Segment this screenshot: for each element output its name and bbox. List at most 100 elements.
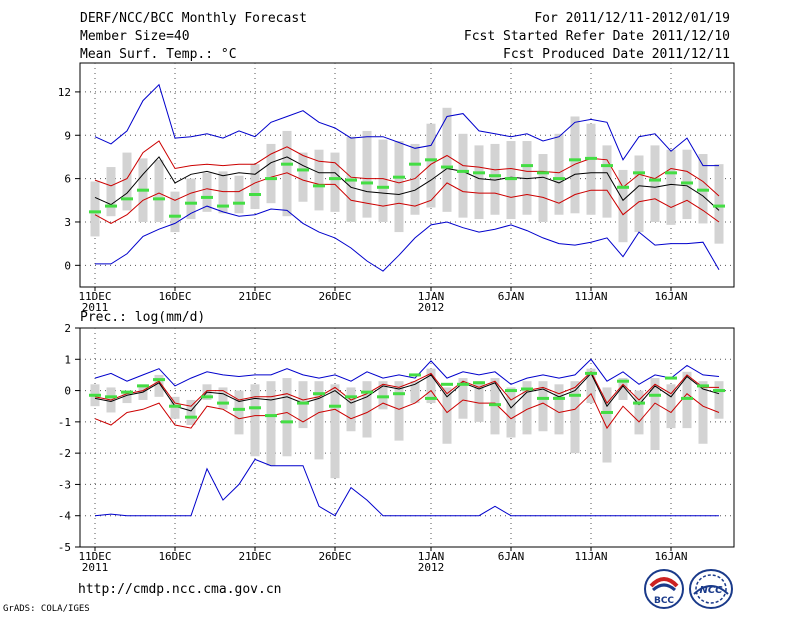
ensemble-spread-box xyxy=(234,390,244,435)
x-tick-label: 11JAN xyxy=(574,290,607,303)
series-line-upper xyxy=(94,370,719,407)
series-line-ensemble-mean xyxy=(94,372,720,412)
ensemble-spread-box xyxy=(314,149,324,211)
panel2-variable-label: Prec.: log(mm/d) xyxy=(80,310,205,325)
series-line-minimum xyxy=(95,205,720,272)
x-tick-label: 6JAN xyxy=(498,550,525,563)
source-url[interactable]: http://cmdp.ncc.cma.gov.cn xyxy=(78,582,282,597)
ensemble-spread-box xyxy=(266,381,276,466)
ensemble-spread-box xyxy=(586,368,596,404)
ensemble-spread-box xyxy=(378,139,388,222)
ensemble-spread-box xyxy=(634,390,644,435)
ensemble-spread-box xyxy=(298,381,308,429)
ensemble-spread-box xyxy=(122,152,132,211)
ensemble-spread-box xyxy=(234,175,244,214)
x-tick-year-label: 2011 xyxy=(82,561,109,574)
ensemble-spread-box xyxy=(106,167,116,217)
y-tick-label: -4 xyxy=(58,510,72,523)
ensemble-spread-box xyxy=(250,384,260,457)
ensemble-spread-box xyxy=(490,378,500,435)
series-line-maximum xyxy=(94,83,719,167)
x-tick-label: 21DEC xyxy=(238,290,271,303)
x-tick-label: 16JAN xyxy=(654,290,687,303)
ensemble-spread-box xyxy=(618,378,628,400)
ensemble-spread-box xyxy=(122,390,132,404)
y-tick-label: -3 xyxy=(58,478,71,491)
ensemble-spread-box xyxy=(682,371,692,429)
x-tick-label: 16DEC xyxy=(158,290,191,303)
series-line-ensemble-mean xyxy=(94,156,720,211)
ensemble-spread-box xyxy=(346,387,356,432)
ensemble-spread-box xyxy=(410,143,420,215)
x-tick-label: 26DEC xyxy=(318,290,351,303)
ncc-logo-text: NCC xyxy=(699,585,723,596)
ensemble-spread-box xyxy=(650,145,660,222)
ensemble-spread-box xyxy=(698,381,708,444)
x-tick-year-label: 2011 xyxy=(82,301,109,314)
ensemble-spread-box xyxy=(394,381,404,441)
ensemble-spread-box xyxy=(170,191,180,233)
y-tick-label: 6 xyxy=(64,173,71,186)
ensemble-spread-box xyxy=(442,387,452,444)
x-tick-label: 11DEC xyxy=(78,550,111,563)
ensemble-spread-box xyxy=(522,381,532,435)
ensemble-spread-box xyxy=(186,178,196,220)
y-tick-label: -2 xyxy=(58,447,71,460)
x-tick-year-label: 2012 xyxy=(418,561,445,574)
y-tick-label: -5 xyxy=(58,541,71,554)
y-tick-label: 2 xyxy=(64,322,71,335)
ensemble-spread-box xyxy=(186,399,196,425)
ensemble-spread-box xyxy=(330,384,340,479)
fcst-started-date: Fcst Started Refer Date 2011/12/10 xyxy=(463,29,730,44)
ensemble-spread-box xyxy=(634,155,644,233)
ensemble-spread-box xyxy=(330,152,340,212)
ensemble-spread-box xyxy=(362,381,372,438)
x-tick-year-label: 2012 xyxy=(418,301,445,314)
series-line-upper xyxy=(94,140,720,197)
ensemble-spread-box xyxy=(378,381,388,410)
ensemble-spread-box xyxy=(666,149,676,225)
ensemble-spread-box xyxy=(458,133,468,218)
bcc-logo-text: BCC xyxy=(654,596,674,606)
ensemble-spread-box xyxy=(554,384,564,435)
ensemble-spread-box xyxy=(570,381,580,454)
ensemble-spread-box xyxy=(218,171,228,214)
x-tick-label: 11DEC xyxy=(78,290,111,303)
y-tick-label: -1 xyxy=(58,416,71,429)
series-line-lower xyxy=(94,172,720,224)
fcst-produced-date: Fcst Produced Date 2011/12/11 xyxy=(503,47,730,62)
ensemble-spread-box xyxy=(410,381,420,404)
ensemble-spread-box xyxy=(282,130,292,217)
ensemble-spread-box xyxy=(650,378,660,451)
chart-title: DERF/NCC/BCC Monthly Forecast xyxy=(80,11,307,26)
x-tick-label: 16JAN xyxy=(654,550,687,563)
ensemble-spread-box xyxy=(426,123,436,208)
ensemble-spread-box xyxy=(218,387,228,410)
series-line-lower xyxy=(94,389,720,430)
ensemble-spread-box xyxy=(458,378,468,419)
plot-frame xyxy=(79,327,735,548)
ensemble-spread-box xyxy=(170,396,180,419)
ensemble-spread-box xyxy=(586,123,596,215)
ensemble-spread-box xyxy=(90,181,100,237)
series-line-maximum xyxy=(94,358,720,387)
ensemble-spread-box xyxy=(554,133,564,215)
x-tick-label: 26DEC xyxy=(318,550,351,563)
x-tick-label: 21DEC xyxy=(238,550,271,563)
x-tick-label: 6JAN xyxy=(498,290,525,303)
x-tick-label: 1JAN xyxy=(418,290,445,303)
ensemble-spread-box xyxy=(522,141,532,215)
ensemble-spread-box xyxy=(666,384,676,429)
ensemble-spread-box xyxy=(394,141,404,233)
ensemble-spread-box xyxy=(362,130,372,218)
x-tick-label: 16DEC xyxy=(158,550,191,563)
y-tick-label: 0 xyxy=(64,259,71,272)
ensemble-spread-box xyxy=(298,152,308,202)
member-size: Member Size=40 xyxy=(80,29,190,44)
y-tick-label: 9 xyxy=(64,129,71,142)
ensemble-spread-box xyxy=(426,368,436,404)
ensemble-spread-box xyxy=(618,169,628,243)
series-line-minimum xyxy=(94,458,719,517)
